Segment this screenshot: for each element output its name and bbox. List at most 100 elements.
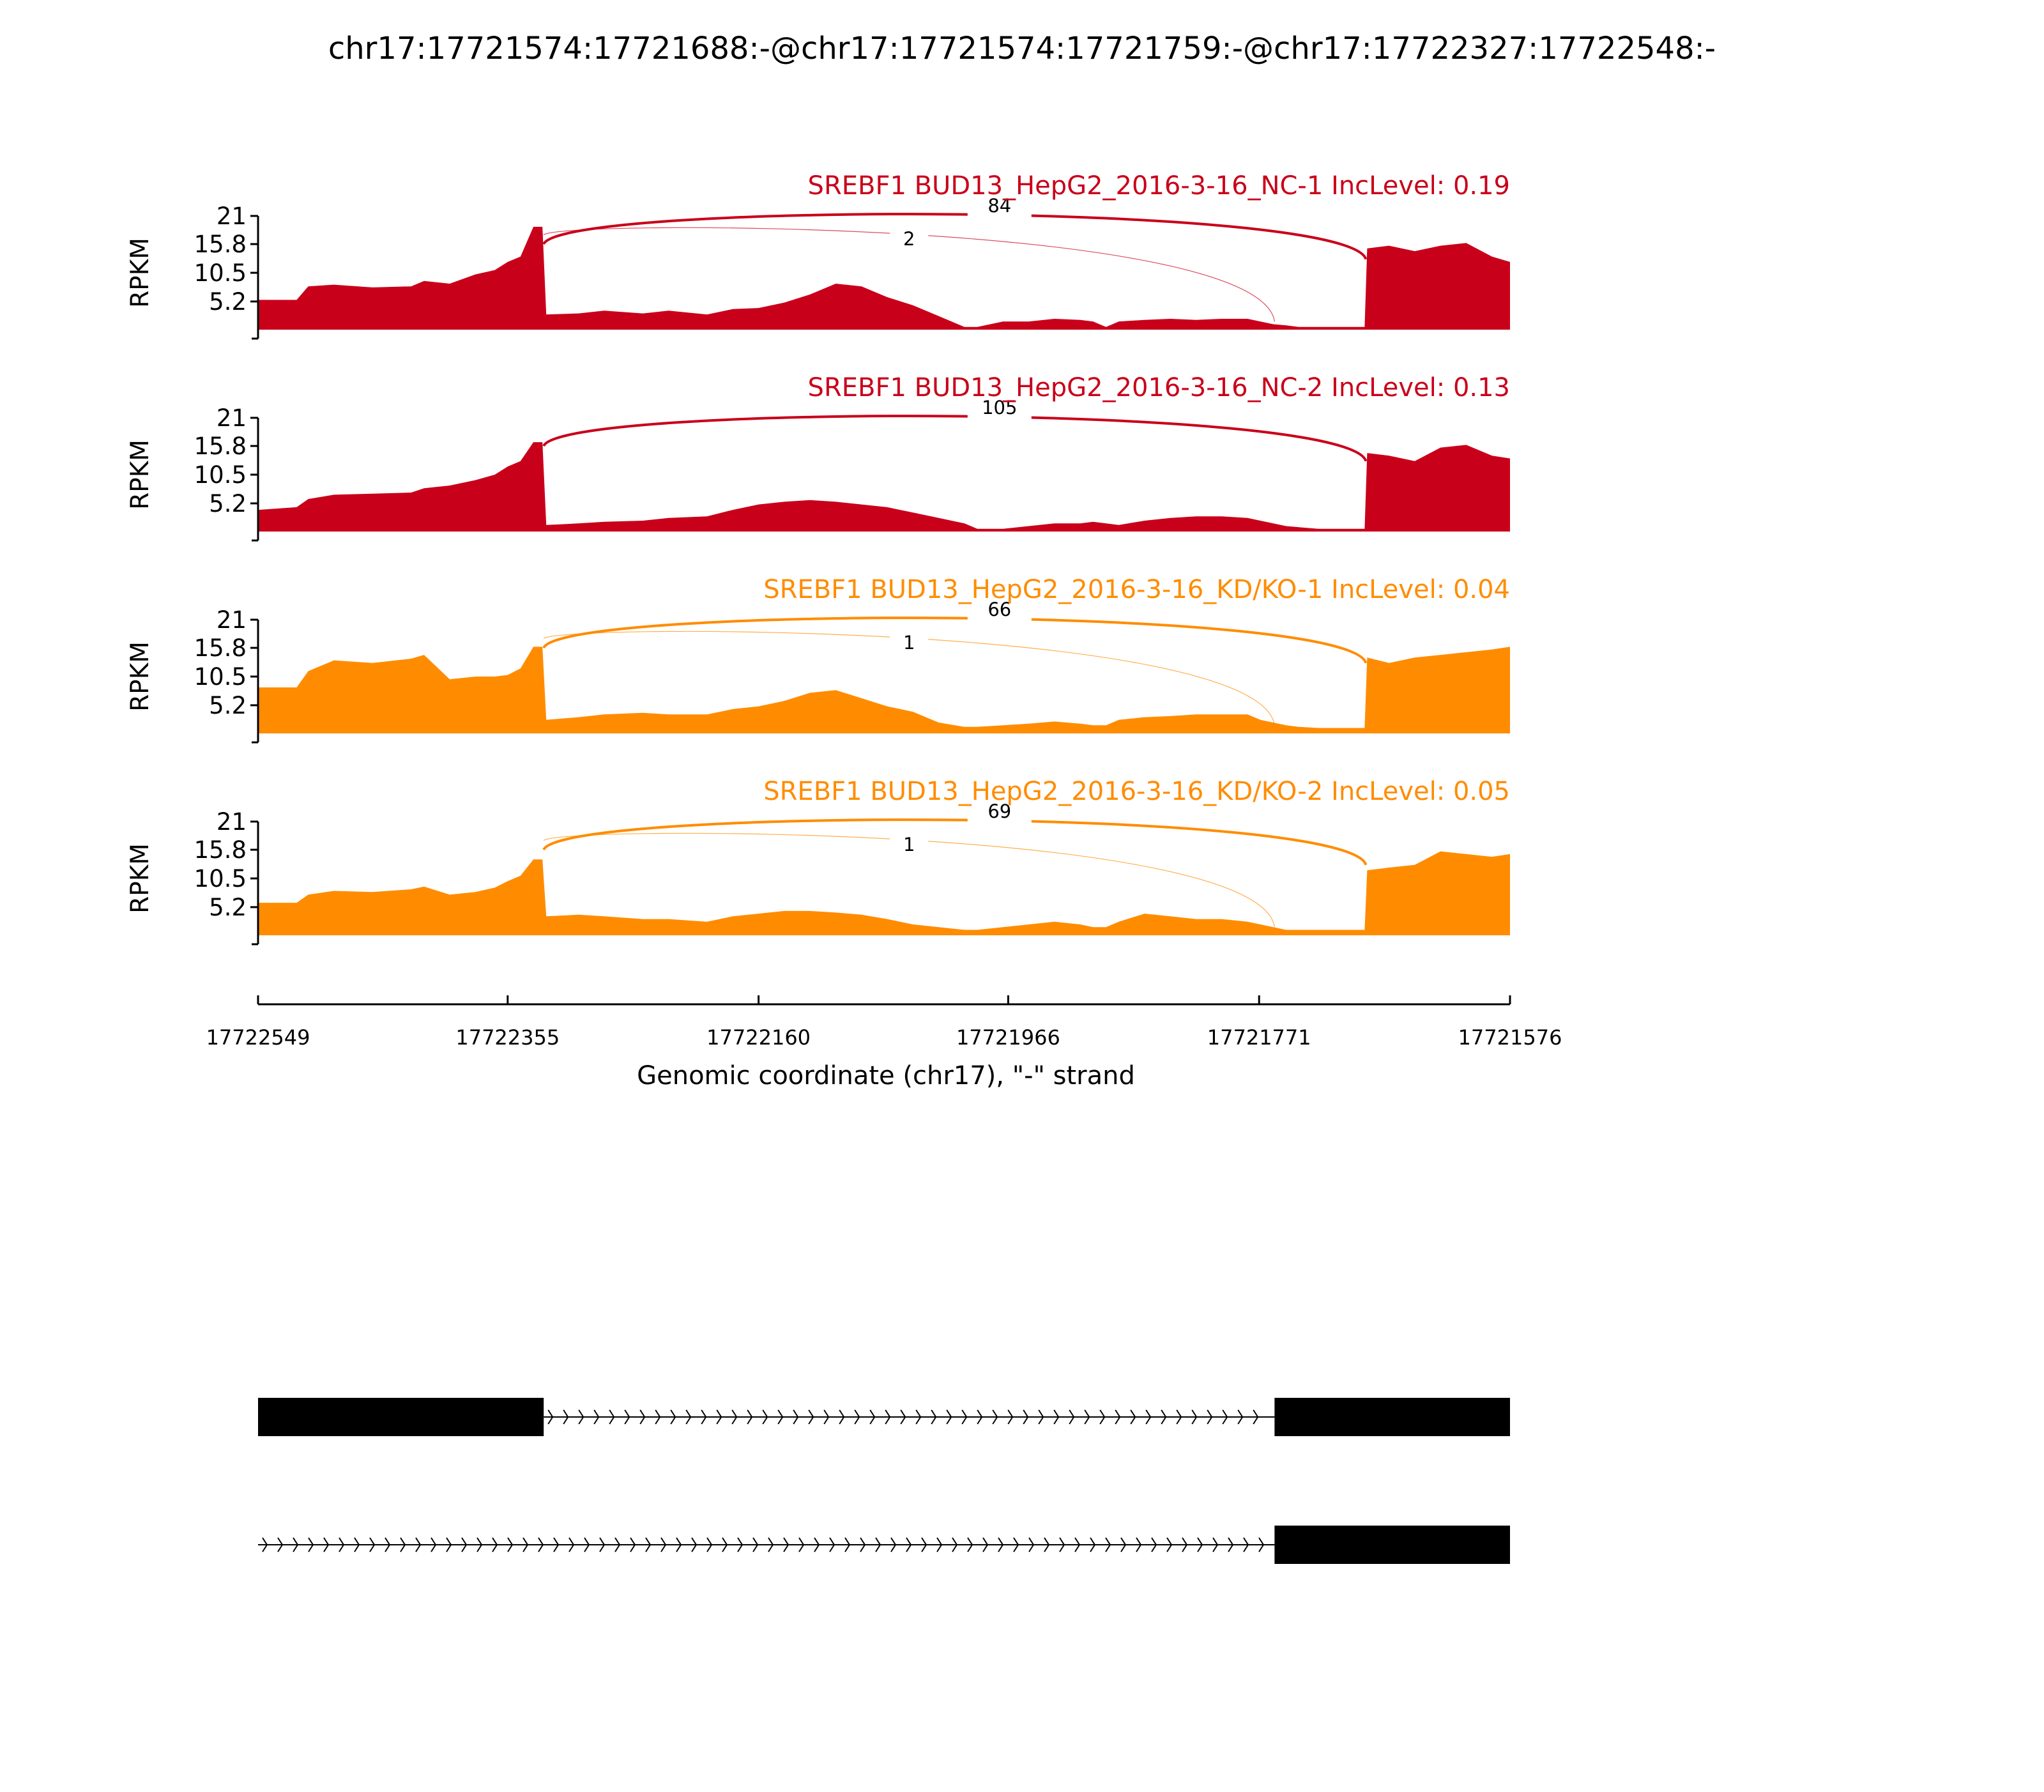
strand-arrow bbox=[1115, 1409, 1121, 1425]
strand-arrow bbox=[731, 1409, 738, 1425]
y-tick-label: 21 bbox=[217, 808, 247, 836]
x-tick-label: 17721966 bbox=[956, 1025, 1060, 1050]
strand-arrow bbox=[277, 1537, 284, 1552]
strand-arrow bbox=[1130, 1409, 1136, 1425]
x-tick-label: 17721576 bbox=[1458, 1025, 1562, 1050]
junction-arc bbox=[542, 616, 1368, 664]
strand-arrow bbox=[339, 1537, 345, 1552]
strand-arrow bbox=[446, 1537, 452, 1552]
junction-arc bbox=[542, 213, 1368, 260]
strand-arrow bbox=[507, 1537, 514, 1552]
strand-arrow bbox=[593, 1409, 600, 1425]
panel-title: SREBF1 BUD13_HepG2_2016-3-16_KD/KO-2 Inc… bbox=[763, 777, 1510, 806]
strand-arrow bbox=[869, 1409, 876, 1425]
strand-arrow bbox=[660, 1537, 667, 1552]
strand-arrow bbox=[1099, 1409, 1106, 1425]
strand-arrow bbox=[777, 1409, 784, 1425]
strand-arrow bbox=[568, 1537, 575, 1552]
strand-arrow bbox=[1028, 1537, 1035, 1552]
junction-label-bg bbox=[890, 634, 929, 654]
y-tick-label: 10.5 bbox=[194, 865, 247, 892]
junction-count-label: 69 bbox=[988, 800, 1011, 822]
strand-arrow bbox=[722, 1537, 728, 1552]
strand-arrow bbox=[1090, 1537, 1096, 1552]
junction-label-bg bbox=[890, 230, 929, 250]
panel-1: 84 2 SREBF1 BUD13_HepG2_2016-3-16_NC-1 Inc… bbox=[126, 171, 1510, 340]
strand-arrow bbox=[1074, 1537, 1081, 1552]
strand-arrow bbox=[400, 1537, 406, 1552]
figure-title: chr17:17721574:17721688:-@chr17:17721574… bbox=[328, 31, 1716, 66]
strand-arrow bbox=[599, 1537, 606, 1552]
strand-arrow bbox=[492, 1537, 498, 1552]
strand-arrow bbox=[752, 1537, 759, 1552]
strand-arrow bbox=[645, 1537, 652, 1552]
strand-arrow bbox=[553, 1537, 560, 1552]
strand-arrow bbox=[308, 1537, 314, 1552]
strand-arrow bbox=[670, 1409, 676, 1425]
strand-arrow bbox=[936, 1537, 943, 1552]
strand-arrow bbox=[1176, 1409, 1182, 1425]
coverage-area bbox=[258, 851, 1510, 935]
coverage-area bbox=[258, 442, 1510, 532]
strand-arrow bbox=[762, 1409, 768, 1425]
strand-arrow bbox=[1151, 1537, 1157, 1552]
transcript-2 bbox=[258, 1526, 1510, 1564]
strand-arrow bbox=[1222, 1409, 1228, 1425]
strand-arrow bbox=[563, 1409, 569, 1425]
strand-arrow bbox=[1191, 1409, 1198, 1425]
strand-arrow bbox=[609, 1409, 615, 1425]
strand-arrow bbox=[538, 1537, 544, 1552]
transcript-1 bbox=[258, 1398, 1510, 1436]
y-axis-label: RPKM bbox=[126, 843, 155, 914]
y-tick-label: 5.2 bbox=[209, 490, 247, 517]
strand-arrow bbox=[1258, 1537, 1265, 1552]
y-tick-label: 15.8 bbox=[194, 231, 247, 258]
strand-arrow bbox=[808, 1409, 814, 1425]
strand-arrow bbox=[1182, 1537, 1188, 1552]
y-tick-label: 15.8 bbox=[194, 836, 247, 864]
strand-arrow bbox=[323, 1537, 330, 1552]
strand-arrow bbox=[844, 1537, 851, 1552]
strand-arrow bbox=[1120, 1537, 1127, 1552]
junction-label-bg bbox=[967, 197, 1032, 217]
junction-label-bg bbox=[967, 399, 1032, 419]
strand-arrow bbox=[915, 1409, 922, 1425]
strand-arrow bbox=[385, 1537, 391, 1552]
strand-arrow bbox=[716, 1409, 722, 1425]
y-tick-label: 5.2 bbox=[209, 692, 247, 719]
strand-arrow bbox=[860, 1537, 866, 1552]
strand-arrow bbox=[982, 1537, 989, 1552]
y-tick-label: 10.5 bbox=[194, 461, 247, 489]
strand-arrow bbox=[293, 1537, 299, 1552]
strand-arrow bbox=[584, 1537, 590, 1552]
strand-arrow bbox=[890, 1537, 897, 1552]
strand-arrow bbox=[1253, 1409, 1259, 1425]
junction-count-label: 84 bbox=[988, 195, 1011, 217]
junction-arc bbox=[542, 415, 1368, 462]
strand-arrow bbox=[931, 1409, 937, 1425]
strand-arrow bbox=[1084, 1409, 1090, 1425]
strand-arrow bbox=[798, 1537, 805, 1552]
strand-arrow bbox=[1044, 1537, 1050, 1552]
strand-arrow bbox=[1161, 1409, 1167, 1425]
y-tick-label: 5.2 bbox=[209, 894, 247, 921]
strand-arrow bbox=[1013, 1537, 1019, 1552]
strand-arrow bbox=[998, 1537, 1004, 1552]
x-tick-label: 17722355 bbox=[455, 1025, 560, 1050]
strand-arrow bbox=[946, 1409, 952, 1425]
strand-arrow bbox=[1166, 1537, 1173, 1552]
strand-arrow bbox=[961, 1409, 968, 1425]
strand-arrow bbox=[829, 1537, 835, 1552]
strand-arrow bbox=[952, 1537, 958, 1552]
panel-3: 66 1 SREBF1 BUD13_HepG2_2016-3-16_KD/KO-1 … bbox=[126, 575, 1510, 744]
strand-arrow bbox=[477, 1537, 483, 1552]
strand-arrow bbox=[793, 1409, 799, 1425]
y-tick-label: 15.8 bbox=[194, 634, 247, 662]
y-tick-label: 15.8 bbox=[194, 433, 247, 460]
strand-arrow bbox=[701, 1409, 707, 1425]
strand-arrow bbox=[676, 1537, 682, 1552]
strand-arrow bbox=[630, 1537, 636, 1552]
strand-arrow bbox=[814, 1537, 820, 1552]
y-tick-label: 21 bbox=[217, 606, 247, 634]
